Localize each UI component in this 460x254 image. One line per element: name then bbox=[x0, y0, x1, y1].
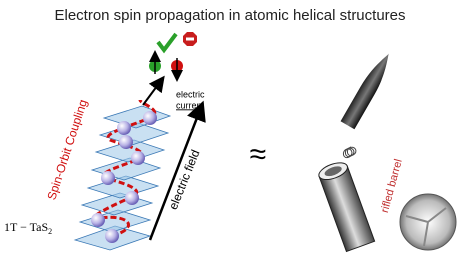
barrel bbox=[317, 159, 375, 251]
title: Electron spin propagation in atomic heli… bbox=[54, 7, 405, 24]
spin-icons bbox=[149, 32, 197, 76]
slide: Electron spin propagation in atomic heli… bbox=[0, 0, 460, 254]
barrel-label: rifled barrel bbox=[379, 158, 405, 214]
current-label: current bbox=[176, 100, 205, 110]
bullet bbox=[341, 49, 396, 129]
material-label: 1T − TaS2 bbox=[4, 220, 52, 236]
field-label: electric field bbox=[166, 148, 203, 212]
diagram: Electron spin propagation in atomic heli… bbox=[0, 0, 460, 254]
spring bbox=[343, 147, 356, 158]
material-base: 1T − TaS bbox=[4, 220, 48, 234]
current-label: electric bbox=[176, 89, 205, 99]
material-subscript: 2 bbox=[48, 227, 52, 236]
current-arrow bbox=[143, 82, 160, 105]
spin-orbit-label: Spin-Orbit Coupling bbox=[44, 98, 90, 202]
approx-sign: ≈ bbox=[250, 138, 266, 171]
